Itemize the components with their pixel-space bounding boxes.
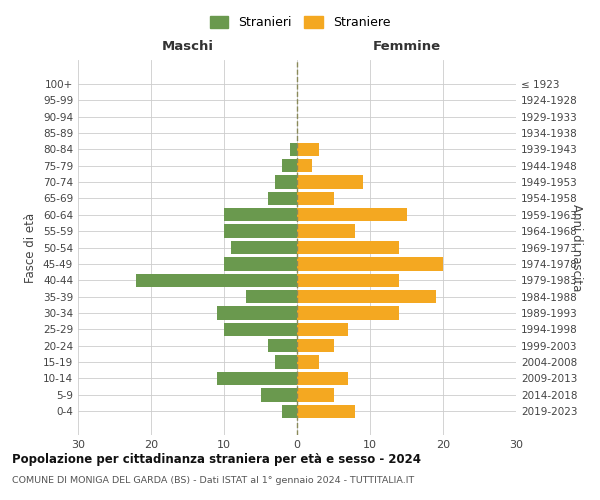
Bar: [297, 241, 399, 254]
Legend: Stranieri, Straniere: Stranieri, Straniere: [205, 11, 395, 34]
Y-axis label: Anni di nascita: Anni di nascita: [570, 204, 583, 291]
Bar: [224, 224, 297, 238]
Bar: [246, 290, 297, 304]
Bar: [297, 159, 311, 172]
Bar: [297, 208, 407, 222]
Bar: [297, 192, 334, 205]
Bar: [297, 224, 355, 238]
Text: Popolazione per cittadinanza straniera per età e sesso - 2024: Popolazione per cittadinanza straniera p…: [12, 452, 421, 466]
Bar: [283, 159, 297, 172]
Bar: [297, 290, 436, 304]
Bar: [224, 322, 297, 336]
Bar: [136, 274, 297, 287]
Bar: [297, 274, 399, 287]
Bar: [297, 306, 399, 320]
Bar: [297, 404, 355, 418]
Bar: [290, 142, 297, 156]
Bar: [268, 339, 297, 352]
Bar: [224, 208, 297, 222]
Bar: [217, 372, 297, 385]
Bar: [297, 176, 362, 188]
Text: Maschi: Maschi: [161, 40, 214, 52]
Bar: [297, 339, 334, 352]
Bar: [217, 306, 297, 320]
Text: Femmine: Femmine: [373, 40, 440, 52]
Bar: [275, 176, 297, 188]
Bar: [297, 372, 348, 385]
Bar: [275, 356, 297, 369]
Bar: [268, 192, 297, 205]
Bar: [224, 257, 297, 270]
Bar: [297, 257, 443, 270]
Bar: [260, 388, 297, 402]
Bar: [297, 388, 334, 402]
Bar: [297, 356, 319, 369]
Bar: [232, 241, 297, 254]
Y-axis label: Fasce di età: Fasce di età: [25, 212, 37, 282]
Text: COMUNE DI MONIGA DEL GARDA (BS) - Dati ISTAT al 1° gennaio 2024 - TUTTITALIA.IT: COMUNE DI MONIGA DEL GARDA (BS) - Dati I…: [12, 476, 414, 485]
Bar: [297, 322, 348, 336]
Bar: [297, 142, 319, 156]
Bar: [283, 404, 297, 418]
